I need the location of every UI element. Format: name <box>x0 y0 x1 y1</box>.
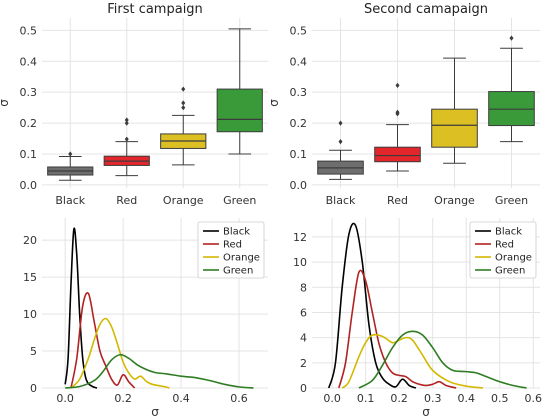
kde-panel-4: 0 2 4 6 8 10 12 0.0 0.1 0.2 0.3 0.4 0.5 0.6 Black Red Or… <box>293 218 542 418</box>
box-orange <box>431 108 478 148</box>
legend-label: Green <box>495 266 525 277</box>
outlier-point <box>509 35 514 41</box>
outlier-point <box>68 151 73 157</box>
panel-title: Second camapaign <box>364 2 488 17</box>
x-tick-label: 0.6 <box>525 392 543 405</box>
density-line-black <box>64 227 98 389</box>
outlier-point <box>124 120 129 126</box>
x-tick-label: Green <box>223 194 256 207</box>
y-tick-label: 0.4 <box>290 55 308 68</box>
y-tick-label: 20 <box>23 234 37 247</box>
outlier-point <box>181 86 186 92</box>
density-line-black <box>327 222 417 389</box>
y-tick-label: 8 <box>300 281 307 294</box>
density-line-orange <box>341 333 484 389</box>
x-tick-label: Orange <box>434 194 475 207</box>
y-axis-label: σ <box>267 99 281 107</box>
y-tick-label: 2 <box>300 357 307 370</box>
y-tick-label: 0.5 <box>20 24 38 37</box>
legend-label: Red <box>223 240 242 251</box>
y-tick-label: 4 <box>300 332 307 345</box>
density-line-red <box>70 292 136 389</box>
x-tick-label: 0.5 <box>491 392 509 405</box>
x-tick-label: 0.0 <box>56 392 74 405</box>
density-line-red <box>338 269 457 389</box>
x-tick-label: 0.2 <box>114 392 132 405</box>
y-tick-label: 6 <box>300 306 307 319</box>
x-tick-label: 0.4 <box>457 392 475 405</box>
outlier-point <box>181 105 186 111</box>
x-tick-label: 0.1 <box>357 392 375 405</box>
outlier-point <box>338 139 343 145</box>
outlier-point <box>395 82 400 88</box>
x-tick-label: Red <box>387 194 408 207</box>
y-tick-label: 10 <box>293 256 307 269</box>
boxplot-panel-1: 0.0 0.1 0.2 0.3 0.4 0.5 Black Red Orange Green Fir… <box>0 2 268 207</box>
y-axis-label: σ <box>0 99 11 107</box>
outlier-point <box>124 117 129 123</box>
x-tick-label: 0.0 <box>323 392 341 405</box>
y-tick-label: 0.1 <box>20 148 38 161</box>
y-tick-label: 12 <box>293 231 307 244</box>
x-axis-label: σ <box>422 405 430 418</box>
x-axis-label: σ <box>151 405 159 418</box>
y-tick-label: 0.2 <box>20 117 38 130</box>
density-line-orange <box>70 317 170 389</box>
kde-panel-3: 0 5 10 15 20 0.0 0.2 0.4 0.6 Black Red Orange Green σ <box>23 218 268 418</box>
legend-label: Green <box>223 266 253 277</box>
x-tick-label: Red <box>116 194 137 207</box>
y-tick-label: 0.4 <box>20 55 38 68</box>
y-tick-label: 15 <box>23 271 37 284</box>
y-tick-label: 0.3 <box>290 86 308 99</box>
y-tick-label: 0 <box>300 382 307 395</box>
x-tick-label: 0.6 <box>230 392 248 405</box>
x-tick-label: 0.3 <box>424 392 442 405</box>
y-tick-label: 5 <box>30 345 37 358</box>
box-red <box>374 146 421 163</box>
density-line-green <box>358 330 527 389</box>
x-tick-label: Black <box>55 194 85 207</box>
outlier-point <box>124 136 129 142</box>
legend-label: Black <box>495 227 522 238</box>
legend-box <box>197 221 265 279</box>
y-tick-label: 0.2 <box>290 117 308 130</box>
outlier-point <box>338 120 343 126</box>
y-tick-label: 10 <box>23 308 37 321</box>
legend-label: Orange <box>495 253 532 264</box>
y-tick-label: 0.5 <box>290 24 308 37</box>
outlier-point <box>395 109 400 115</box>
x-tick-label: 0.2 <box>390 392 408 405</box>
y-tick-label: 0.0 <box>20 179 38 192</box>
box-green <box>488 91 535 127</box>
legend-label: Orange <box>223 253 260 264</box>
box-green <box>216 88 263 133</box>
x-tick-label: Black <box>326 194 356 207</box>
legend-box <box>469 221 537 279</box>
x-tick-label: Orange <box>163 194 204 207</box>
y-tick-label: 0.1 <box>290 148 308 161</box>
legend-label: Red <box>495 240 514 251</box>
boxplot-panel-2: 0.0 0.1 0.2 0.3 0.4 0.5 Black Red Orange Green Sec… <box>267 2 540 207</box>
x-tick-label: 0.4 <box>172 392 190 405</box>
panel-title: First campaign <box>107 2 203 17</box>
density-line-green <box>65 353 254 389</box>
y-tick-label: 0.3 <box>20 86 38 99</box>
x-tick-label: Green <box>495 194 528 207</box>
y-tick-label: 0 <box>30 382 37 395</box>
outlier-point <box>181 100 186 106</box>
y-tick-label: 0.0 <box>290 179 308 192</box>
legend-label: Black <box>223 227 250 238</box>
